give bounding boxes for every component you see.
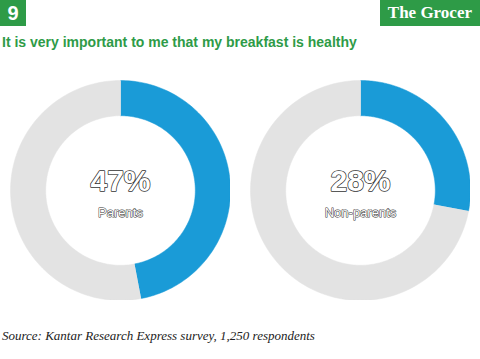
html-text:It is very important to me tha: It is very important to me that my break… <box>2 34 357 50</box>
html-text:Source: Kantar Research Expres: Source: Kantar Research Express survey, … <box>2 328 315 343</box>
html-text:9: 9 <box>7 2 19 24</box>
svg-text:28%: 28% <box>330 164 390 197</box>
svg-text:Non-parents: Non-parents <box>325 205 397 220</box>
svg-text:Parents: Parents <box>98 205 143 220</box>
svg-text:47%: 47% <box>90 164 150 197</box>
html-text:The Grocer: The Grocer <box>387 3 472 22</box>
